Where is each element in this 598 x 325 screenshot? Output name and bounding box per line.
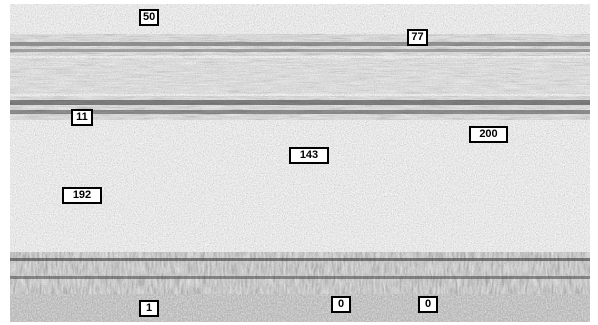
marker-label: 0 [418,296,438,313]
marker-label: 200 [469,126,508,143]
bottom-dark-band [10,294,590,322]
mottled-band [10,58,590,94]
dark-streak-band [10,96,590,120]
marker-label: 11 [71,109,93,126]
marker-label: 50 [139,9,159,26]
marker-label: 0 [331,296,351,313]
marker-label: 143 [289,147,329,164]
marker-label: 1 [139,300,159,317]
marker-label: 77 [407,29,428,46]
marker-label: 192 [62,187,102,204]
